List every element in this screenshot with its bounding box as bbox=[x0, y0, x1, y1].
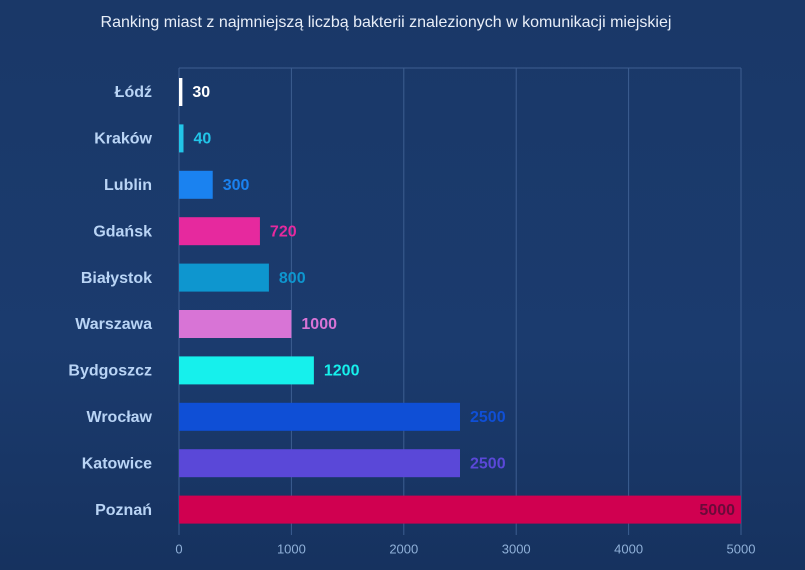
y-tick-label: Katowice bbox=[82, 455, 152, 472]
bar bbox=[179, 402, 460, 431]
bar bbox=[179, 124, 184, 153]
y-tick-label: Lublin bbox=[104, 177, 152, 194]
data-label: 800 bbox=[279, 270, 306, 287]
bar bbox=[179, 217, 260, 246]
data-label: 40 bbox=[193, 131, 211, 148]
data-label: 300 bbox=[223, 177, 250, 194]
bar bbox=[179, 356, 314, 385]
data-label: 2500 bbox=[470, 455, 506, 472]
bar bbox=[179, 170, 213, 199]
data-label: 1200 bbox=[324, 363, 360, 380]
data-label: 1000 bbox=[301, 316, 337, 333]
y-tick-label: Bydgoszcz bbox=[68, 363, 152, 380]
data-label: 30 bbox=[192, 84, 210, 101]
bar bbox=[179, 495, 741, 524]
data-label: 720 bbox=[270, 223, 297, 240]
y-tick-label: Białystok bbox=[81, 270, 152, 287]
x-tick-label: 5000 bbox=[727, 541, 756, 556]
bar bbox=[179, 310, 292, 338]
y-tick-label: Łódź bbox=[115, 84, 152, 101]
y-tick-label: Wrocław bbox=[87, 409, 153, 426]
y-tick-label: Warszawa bbox=[75, 316, 152, 333]
data-label: 2500 bbox=[470, 409, 506, 426]
x-tick-label: 4000 bbox=[614, 541, 643, 556]
y-tick-label: Poznań bbox=[95, 502, 152, 519]
x-tick-label: 1000 bbox=[277, 541, 306, 556]
bar bbox=[179, 263, 269, 292]
x-tick-label: 2000 bbox=[389, 541, 418, 556]
x-tick-label: 3000 bbox=[502, 541, 531, 556]
y-tick-label: Kraków bbox=[94, 131, 152, 148]
chart-title: Ranking miast z najmniejszą liczbą bakte… bbox=[101, 14, 672, 31]
y-tick-label: Gdańsk bbox=[93, 223, 152, 240]
bar bbox=[179, 78, 183, 106]
x-tick-label: 0 bbox=[175, 541, 182, 556]
data-label: 5000 bbox=[699, 502, 735, 519]
bar bbox=[179, 449, 460, 478]
